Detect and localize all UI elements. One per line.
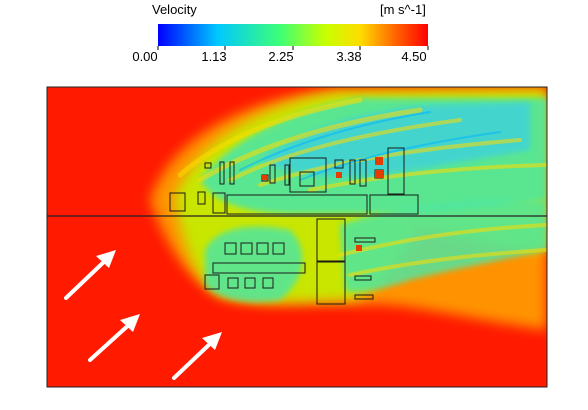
building-block bbox=[359, 159, 367, 187]
building-block bbox=[387, 147, 405, 195]
legend-tick-4: 4.50 bbox=[401, 49, 426, 64]
building-block bbox=[240, 242, 253, 255]
building-block bbox=[316, 218, 346, 262]
building-block bbox=[227, 277, 239, 289]
building-block bbox=[256, 242, 269, 255]
building-block bbox=[369, 194, 419, 215]
building-block bbox=[169, 192, 186, 212]
legend-tick-marks bbox=[157, 46, 429, 50]
building-block bbox=[354, 237, 376, 243]
plot-frame bbox=[46, 86, 548, 388]
building-block bbox=[226, 194, 368, 215]
building-block bbox=[354, 275, 372, 281]
building-block bbox=[316, 261, 346, 305]
legend-tick-1: 1.13 bbox=[201, 49, 226, 64]
velocity-contour-plot bbox=[47, 87, 547, 387]
building-block bbox=[272, 242, 285, 255]
legend-tick-3: 3.38 bbox=[336, 49, 361, 64]
wind-arrow bbox=[64, 250, 116, 300]
building-block bbox=[204, 274, 220, 290]
building-block bbox=[224, 242, 237, 255]
obstacle-highlights bbox=[262, 157, 383, 251]
wind-arrow bbox=[88, 314, 140, 362]
legend-tick-2: 2.25 bbox=[268, 49, 293, 64]
wind-arrows bbox=[64, 250, 222, 380]
legend-unit: [m s^-1] bbox=[380, 2, 426, 17]
building-block bbox=[354, 294, 374, 300]
legend-colorbar bbox=[158, 24, 428, 46]
building-block bbox=[197, 191, 206, 205]
building-block bbox=[219, 161, 225, 185]
building-block bbox=[262, 277, 274, 289]
velocity-legend: Velocity [m s^-1] 0.00 1.13 2.25 3.38 4.… bbox=[132, 2, 429, 64]
wind-arrow bbox=[172, 332, 222, 380]
building-block bbox=[284, 164, 290, 186]
building-block bbox=[229, 161, 235, 185]
building-block bbox=[212, 262, 306, 274]
building-block bbox=[204, 162, 212, 169]
building-block bbox=[289, 157, 327, 193]
building-block bbox=[244, 277, 256, 289]
legend-tick-0: 0.00 bbox=[132, 49, 157, 64]
building-block bbox=[349, 159, 356, 185]
building-block bbox=[212, 192, 226, 214]
building-block bbox=[269, 164, 276, 184]
building-block bbox=[334, 159, 344, 169]
obstacles bbox=[169, 147, 419, 305]
building-block bbox=[299, 171, 315, 187]
legend-title: Velocity bbox=[152, 2, 197, 17]
